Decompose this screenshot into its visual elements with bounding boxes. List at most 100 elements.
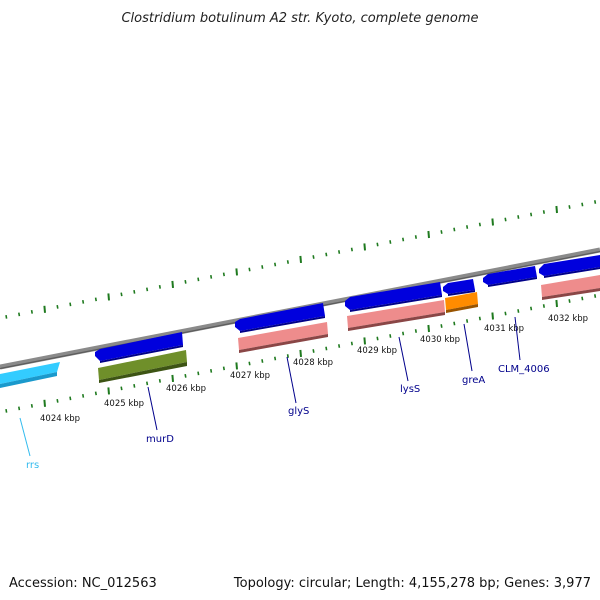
inner-tick-22 (286, 354, 289, 358)
feature-lysS[interactable] (347, 300, 445, 331)
outer-tick-30 (389, 240, 392, 244)
outer-tick-11 (146, 287, 149, 292)
inner-tick-2 (30, 403, 33, 408)
outer-tick-14 (184, 279, 187, 284)
inner-tick-21 (274, 356, 277, 361)
outer-tick-33 (427, 230, 430, 239)
inner-tick-33 (427, 324, 430, 333)
inner-tick-11 (146, 381, 149, 386)
leader-lysS (398, 336, 409, 382)
kbp-label-4032: 4032 kbp (548, 314, 588, 324)
inner-tick-41 (530, 306, 533, 311)
kbp-label-4028: 4028 kbp (293, 358, 333, 368)
outer-tick-36 (466, 225, 469, 229)
inner-tick-35 (453, 321, 456, 326)
inner-tick-42 (542, 304, 545, 308)
feature-cds-forward-2[interactable] (235, 303, 325, 333)
inner-tick-34 (440, 324, 443, 328)
feature-greA[interactable] (445, 292, 478, 313)
inner-tick-19 (248, 361, 251, 366)
kbp-label-4025: 4025 kbp (104, 399, 144, 409)
inner-tick-25 (325, 346, 328, 351)
inner-tick-10 (133, 383, 136, 388)
gene-label-murD[interactable]: murD (146, 434, 174, 445)
inner-tick-39 (504, 311, 507, 316)
outer-tick-1 (18, 312, 21, 317)
feature-murD[interactable] (98, 350, 187, 383)
kbp-label-4024: 4024 kbp (40, 414, 80, 424)
accession-label: Accession: NC_012563 (9, 576, 157, 591)
outer-tick-22 (286, 260, 289, 264)
inner-tick-12 (158, 378, 161, 383)
inner-tick-17 (222, 366, 225, 371)
feature-cds-forward-4[interactable] (443, 279, 475, 296)
outer-tick-37 (478, 222, 481, 227)
outer-tick-23 (299, 255, 302, 263)
leader-glyS (286, 356, 297, 404)
inner-tick-27 (350, 341, 353, 346)
gene-label-glyS[interactable]: glyS (288, 406, 309, 417)
feature-cds-forward-5[interactable] (539, 255, 600, 278)
inner-tick-14 (184, 373, 187, 378)
inner-tick-24 (312, 349, 315, 353)
kbp-label-4026: 4026 kbp (166, 384, 206, 394)
inner-tick-38 (491, 312, 494, 320)
inner-tick-1 (18, 406, 21, 411)
inner-tick-43 (555, 299, 558, 308)
feature-cds-forward-1[interactable] (95, 332, 183, 363)
outer-tick-9 (120, 292, 123, 297)
inner-tick-0 (5, 408, 8, 413)
gene-label-greA[interactable]: greA (462, 375, 485, 386)
outer-tick-0 (5, 314, 8, 319)
feature-glyS[interactable] (238, 322, 328, 353)
inner-tick-9 (120, 386, 123, 391)
kbp-label-4031: 4031 kbp (484, 324, 524, 334)
inner-tick-30 (389, 334, 392, 338)
inner-tick-32 (414, 329, 417, 333)
outer-tick-40 (517, 215, 520, 219)
inner-tick-20 (261, 359, 264, 363)
outer-tick-6 (82, 299, 85, 304)
outer-tick-7 (94, 297, 97, 302)
inner-tick-26 (338, 344, 341, 348)
inner-tick-29 (376, 336, 379, 341)
feature-cds-forward-3[interactable] (345, 282, 442, 312)
outer-tick-19 (248, 267, 251, 272)
kbp-label-4027: 4027 kbp (230, 371, 270, 381)
inner-tick-7 (94, 391, 97, 396)
inner-tick-44 (568, 299, 571, 303)
inner-tick-15 (197, 371, 200, 376)
outer-tick-27 (350, 247, 353, 252)
outer-tick-43 (555, 205, 558, 214)
map-title: Clostridium botulinum A2 str. Kyoto, com… (121, 11, 478, 26)
inner-tick-40 (517, 309, 520, 313)
outer-tick-29 (376, 242, 379, 247)
outer-tick-34 (440, 230, 443, 234)
outer-tick-41 (530, 212, 533, 217)
feature-cds-reverse-5[interactable] (541, 275, 600, 300)
outer-tick-35 (453, 227, 456, 232)
outer-tick-42 (542, 210, 545, 214)
gene-label-lysS[interactable]: lysS (400, 384, 420, 395)
outer-tick-5 (69, 302, 72, 307)
leader-CLM_4006 (514, 316, 521, 361)
outer-tick-13 (171, 280, 174, 288)
outer-tick-38 (491, 218, 494, 226)
outer-tick-32 (414, 235, 417, 239)
gene-label-rrs[interactable]: rrs (26, 460, 39, 471)
feature-CLM_4006[interactable] (483, 266, 537, 287)
kbp-label-4030: 4030 kbp (420, 335, 460, 345)
inner-tick-row (5, 294, 597, 413)
inner-tick-6 (82, 393, 85, 398)
kbp-label-4029: 4029 kbp (357, 346, 397, 356)
feature-rrs[interactable] (0, 362, 60, 388)
gene-label-CLM_4006[interactable]: CLM_4006 (498, 364, 550, 375)
inner-tick-46 (594, 294, 597, 298)
outer-tick-17 (222, 272, 225, 277)
inner-tick-36 (466, 319, 469, 323)
inner-tick-18 (235, 362, 238, 370)
outer-tick-21 (274, 262, 277, 267)
outer-tick-8 (107, 293, 110, 301)
outer-tick-31 (402, 237, 405, 242)
